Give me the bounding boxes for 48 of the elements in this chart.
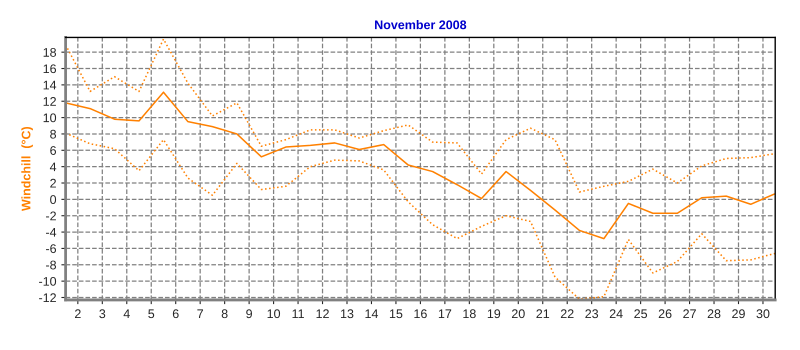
x-tick-label: 22 xyxy=(560,309,574,318)
x-tick-label: 19 xyxy=(488,309,500,318)
x-tick-label: 28 xyxy=(708,309,720,318)
x-tick-label: 30 xyxy=(756,309,770,318)
y-tick-label: 2 xyxy=(50,178,56,188)
y-tick-label: -2 xyxy=(46,212,56,220)
x-tick-label: 25 xyxy=(634,309,648,318)
x-tick-label: 4 xyxy=(124,309,130,318)
x-tick-label: 8 xyxy=(222,309,228,318)
y-tick-label: 12 xyxy=(44,97,56,106)
x-tick-label: 24 xyxy=(610,309,623,318)
x-tick-label: 2 xyxy=(74,309,81,318)
y-tick-label: -12 xyxy=(39,293,56,302)
x-tick-label: 20 xyxy=(512,309,525,318)
x-tick-label: 27 xyxy=(683,309,696,318)
x-tick-label: 6 xyxy=(172,309,179,318)
x-tick-label: 16 xyxy=(414,309,427,318)
y-tick-label: -6 xyxy=(46,244,56,254)
x-tick-label: 29 xyxy=(732,309,745,318)
x-tick-label: 10 xyxy=(268,309,280,318)
x-tick-label: 21 xyxy=(536,309,550,318)
x-tick-label: 26 xyxy=(658,309,672,318)
y-tick-label: 6 xyxy=(50,146,56,155)
x-tick-label: 23 xyxy=(585,309,598,318)
y-tick-label: 4 xyxy=(50,162,56,172)
chart-title: November 2008 xyxy=(375,20,466,30)
y-tick-label: 0 xyxy=(50,195,56,204)
x-tick-label: 9 xyxy=(246,309,252,318)
x-tick-label: 13 xyxy=(340,309,354,318)
y-tick-label: -10 xyxy=(39,276,56,286)
x-tick-label: 12 xyxy=(316,309,329,318)
x-tick-label: 5 xyxy=(148,309,154,318)
x-tick-label: 17 xyxy=(438,309,452,318)
x-tick-label: 3 xyxy=(99,309,106,318)
x-tick-label: 18 xyxy=(463,309,476,318)
y-tick-label: 18 xyxy=(44,48,56,57)
y-tick-label: 10 xyxy=(44,113,56,122)
y-tick-label: 16 xyxy=(44,64,56,74)
x-tick-label: 11 xyxy=(292,309,304,318)
x-tick-label: 15 xyxy=(390,309,402,318)
y-axis-title: Windchill (°C) xyxy=(21,126,33,212)
y-tick-label: -8 xyxy=(46,260,56,270)
x-tick-label: 14 xyxy=(365,309,378,318)
line-series xyxy=(66,91,776,240)
y-tick-label: 14 xyxy=(44,80,56,90)
y-tick-label: -4 xyxy=(46,228,56,237)
y-tick-label: 8 xyxy=(50,130,56,139)
x-tick-label: 7 xyxy=(197,309,204,318)
